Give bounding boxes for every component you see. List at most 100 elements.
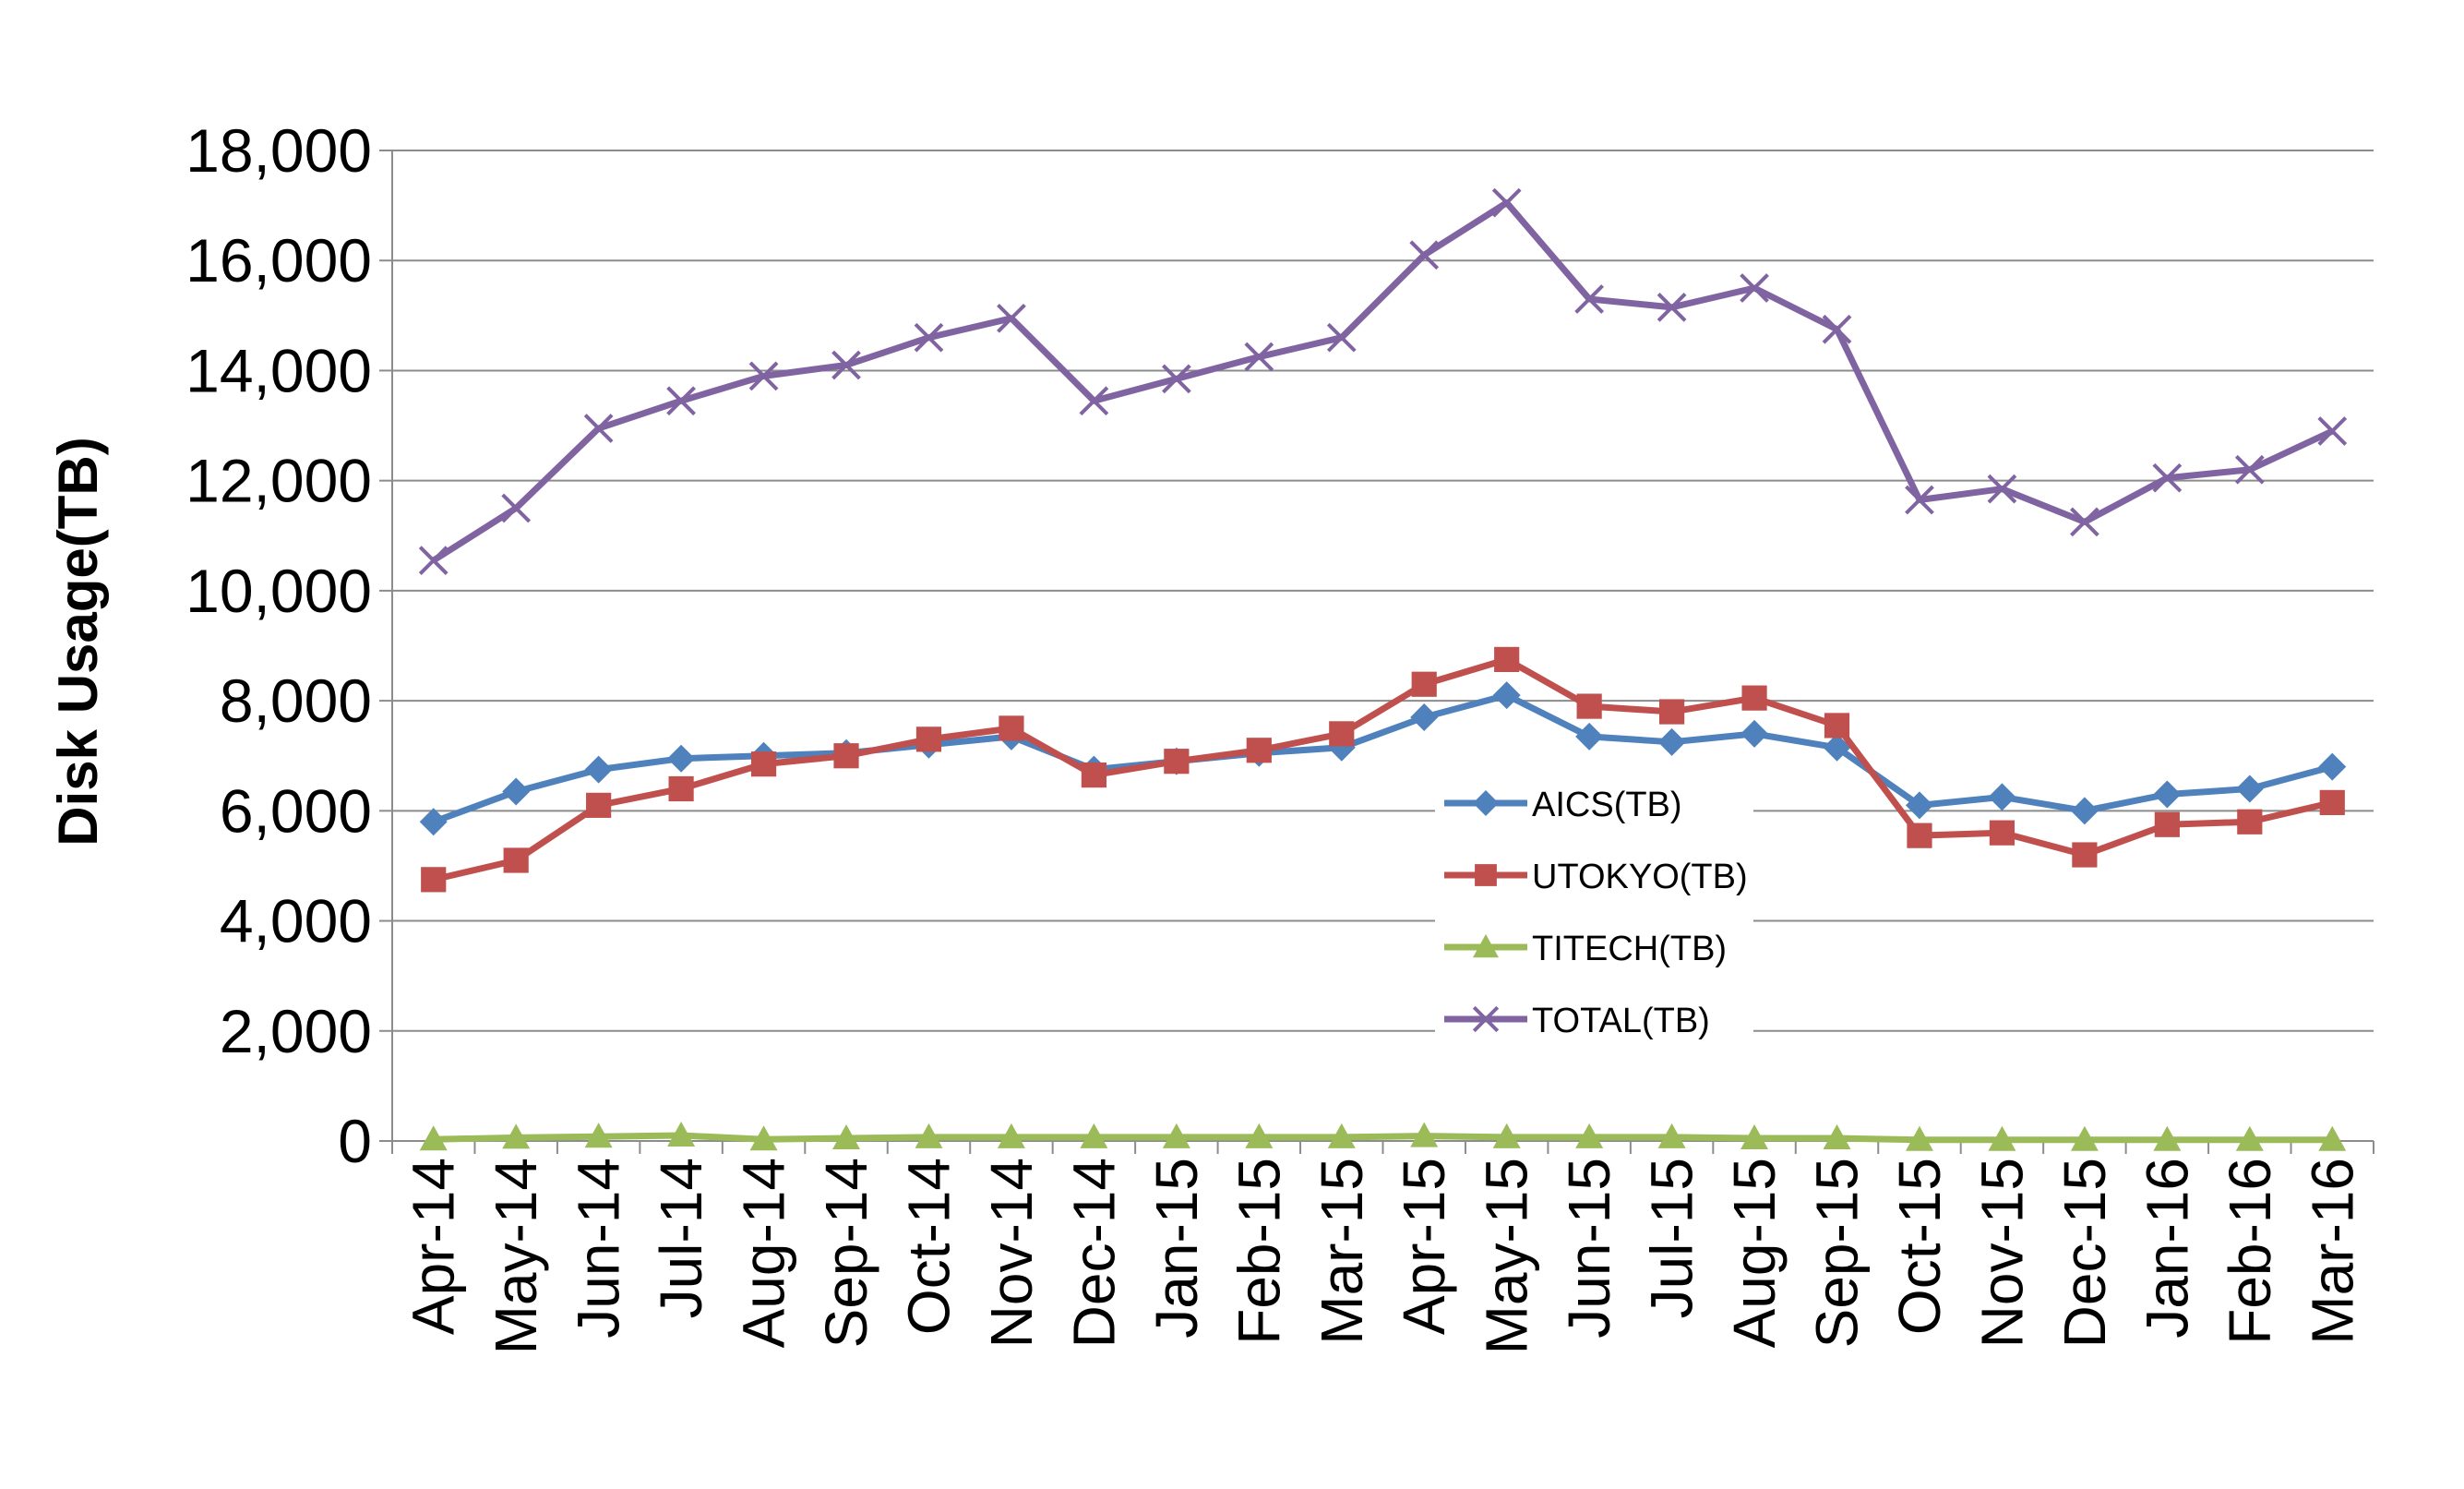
data-point [1822,314,1852,344]
series-total-tb- [418,187,2348,575]
data-point [2319,789,2345,815]
data-point [666,386,696,416]
data-point [1164,749,1190,775]
data-point [2070,797,2099,825]
x-tick-label: Sep-15 [1804,1158,1871,1348]
legend-label: UTOKYO(TB) [1532,858,1748,896]
x-tick-label: Aug-15 [1721,1158,1788,1348]
x-tick-label: May-14 [483,1158,549,1354]
x-tick-labels: Apr-14 May-14 Jun-14 Jul-14 Aug-14 Sep-14 Oct-… [401,1158,2366,1354]
data-point [2318,1125,2347,1151]
data-point [1905,791,1933,820]
y-tick-label: 18,000 [185,116,372,185]
data-point [421,867,447,893]
x-tick-label: Oct-15 [1886,1158,1953,1335]
series-utokyo-tb- [421,646,2345,893]
data-point [2237,809,2263,835]
data-point [1244,342,1274,372]
data-point [2070,507,2099,537]
data-point [1491,187,1522,218]
y-tick-label: 8,000 [220,666,372,735]
data-point [1574,284,1605,314]
legend-box [1435,775,1753,1082]
series-line [432,655,2334,883]
data-point [1326,322,1357,353]
data-point [1740,719,1769,748]
legend-item: UTOKYO(TB) [1444,858,1748,896]
x-tick-label: Oct-14 [895,1158,962,1335]
data-point [1410,702,1439,731]
data-point [2070,1125,2099,1151]
y-tick-label: 14,000 [185,336,372,404]
data-point [914,322,944,353]
data-point [1823,733,1851,762]
data-point [1575,1123,1604,1148]
x-tick-label: Sep-14 [813,1158,879,1348]
series-line [433,1132,2333,1144]
x-tick-label: Dec-14 [1060,1158,1127,1348]
data-point [999,715,1024,741]
data-point [997,1123,1025,1148]
x-tick-label: Jun-14 [566,1158,632,1339]
legend-label: TOTAL(TB) [1532,1002,1710,1040]
data-point [1575,722,1604,751]
data-point [748,361,779,391]
data-point [503,847,529,873]
x-tick-label: Jan-15 [1143,1158,1210,1339]
x-tick-label: Mar-16 [2299,1158,2365,1345]
data-point [2235,1125,2264,1151]
data-point [832,1124,861,1150]
data-point [1823,1124,1851,1150]
data-point [1657,293,1687,322]
data-point [1740,1124,1769,1150]
data-point [502,777,531,806]
x-tick-label: Jan-16 [2134,1158,2200,1339]
data-point [1080,1123,1108,1148]
y-tick-labels: 0 2,000 4,000 6,000 8,000 10,000 12,000 14,000 1… [185,116,372,1175]
data-point [1905,485,1934,515]
data-point [1472,1005,1500,1033]
legend-item: AICS(TB) [1444,786,1682,824]
series-line [431,199,2334,564]
data-point [1741,685,1767,711]
legend-label: TITECH(TB) [1532,930,1727,968]
data-point [667,1122,696,1147]
y-tick-label: 10,000 [185,557,372,625]
series-aics-tb- [419,681,2347,836]
data-point [668,775,694,802]
data-point [419,808,448,836]
data-point [750,751,777,777]
data-point [2153,780,2182,809]
data-point [501,493,532,523]
data-point [1473,934,1499,958]
x-tick-label: Feb-15 [1226,1158,1292,1345]
legend-label: AICS(TB) [1532,786,1682,824]
x-tick-label: Feb-16 [2217,1158,2283,1345]
series-line [432,691,2334,825]
y-axis-title: Disk Usage(TB) [47,437,109,846]
data-point [1657,1123,1686,1148]
data-point [1161,364,1191,394]
data-point [1657,727,1686,756]
x-tick-label: May-15 [1474,1158,1540,1354]
gridlines [392,150,2374,1032]
data-point [583,414,614,443]
data-point [1411,671,1437,697]
data-point [831,350,861,380]
x-tick-label: Jul-15 [1639,1158,1705,1318]
data-point [584,755,613,784]
data-point [1576,693,1602,719]
data-point [1824,713,1850,738]
y-tick-label: 12,000 [185,447,372,515]
data-point [2072,842,2098,868]
x-tick-label: Jun-15 [1556,1158,1622,1339]
data-point [1492,681,1521,710]
data-point [833,743,859,769]
data-point [997,303,1026,333]
y-tick-label: 2,000 [220,997,372,1065]
data-point [1079,386,1109,416]
data-point [1905,1125,1933,1151]
data-point [1659,699,1685,725]
series-titech-tb- [419,1122,2347,1151]
